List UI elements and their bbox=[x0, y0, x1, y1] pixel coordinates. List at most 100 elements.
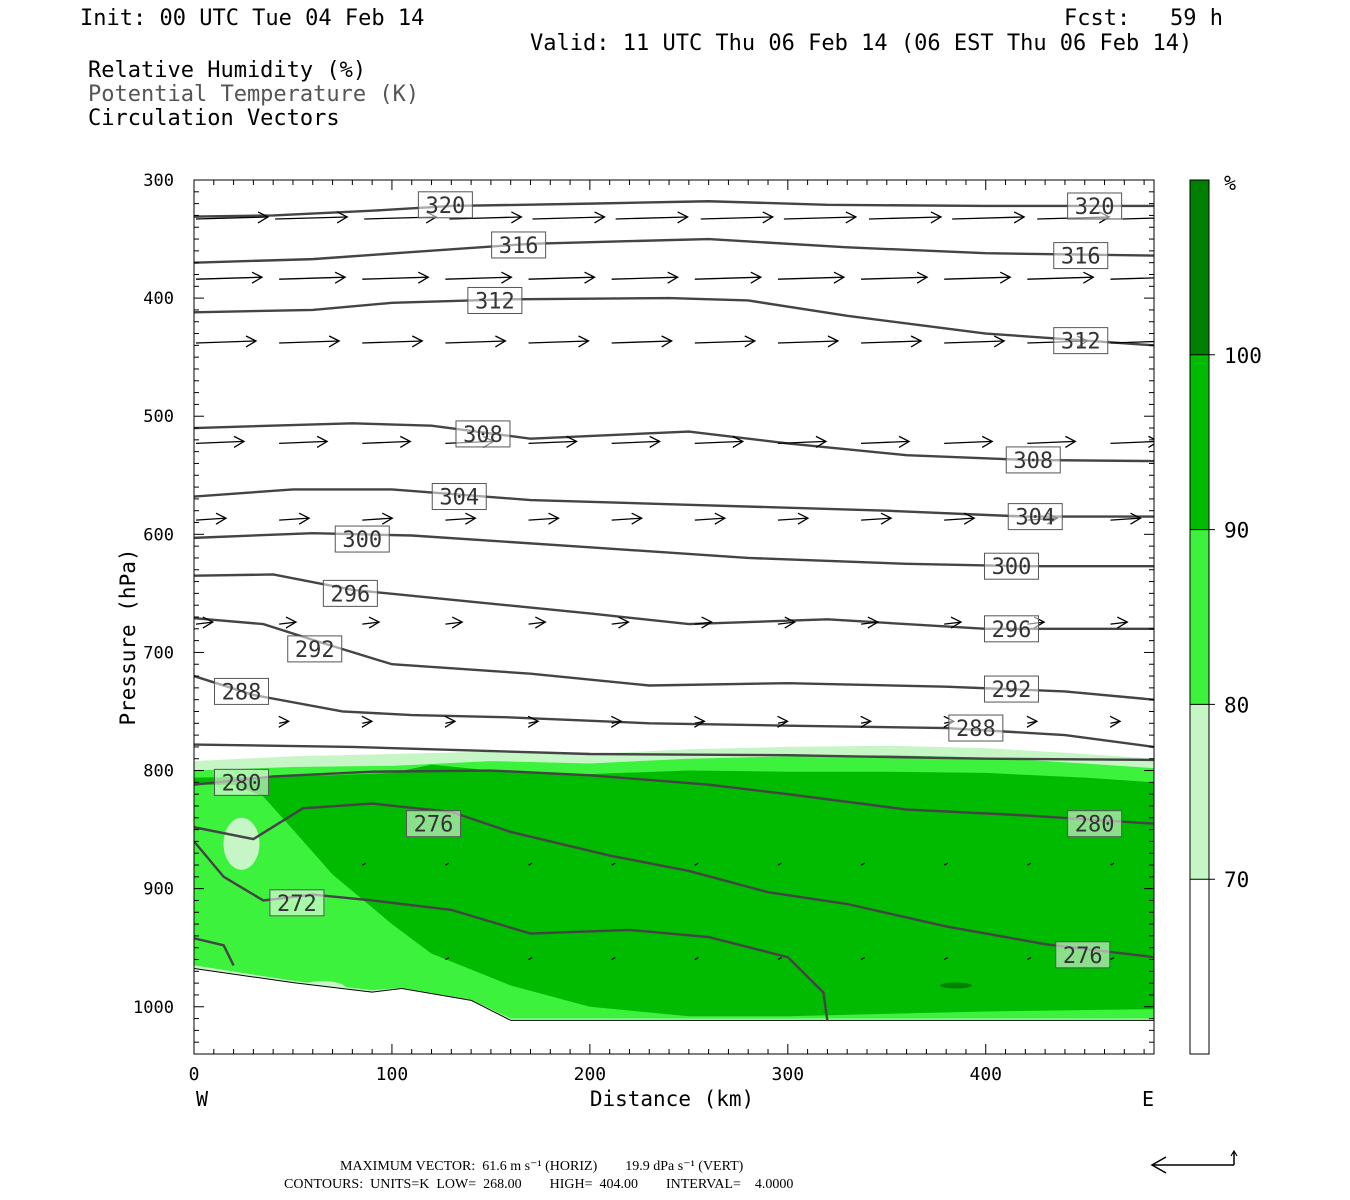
field-theta-title: Potential Temperature (K) bbox=[88, 82, 420, 107]
vector-head bbox=[910, 335, 923, 348]
vector-shaft bbox=[860, 862, 865, 866]
theta-label-box bbox=[1007, 503, 1063, 531]
theta-label: 320 bbox=[1067, 192, 1123, 220]
theta-label-box bbox=[417, 191, 473, 219]
vector-head bbox=[1148, 435, 1154, 448]
vector-head bbox=[535, 616, 547, 629]
colorbar-segment bbox=[1190, 879, 1209, 1054]
theta-isoline bbox=[194, 422, 1154, 463]
vector-head bbox=[845, 211, 858, 224]
vector-head bbox=[993, 335, 1006, 348]
colorbar-segment bbox=[1190, 180, 1209, 355]
circulation-vector bbox=[1027, 862, 1032, 866]
vector-head bbox=[381, 512, 394, 525]
theta-label-text: 316 bbox=[1061, 245, 1101, 270]
circulation-vector bbox=[528, 335, 590, 348]
circulation-vector bbox=[611, 271, 680, 284]
vector-shaft bbox=[611, 340, 672, 344]
vector-shaft bbox=[195, 276, 263, 280]
circulation-vector bbox=[1110, 277, 1154, 280]
circulation-vector bbox=[777, 271, 846, 284]
theta-label-text: 304 bbox=[439, 486, 479, 511]
vector-shaft bbox=[783, 216, 856, 220]
circulation-vector bbox=[783, 211, 858, 224]
circulation-vector bbox=[361, 862, 367, 866]
vector-shaft bbox=[362, 517, 393, 521]
theta-label-text: 316 bbox=[499, 234, 539, 259]
vector-shaft bbox=[777, 862, 782, 866]
circulation-vector bbox=[528, 435, 578, 448]
reference-vector-vhead bbox=[1230, 1149, 1238, 1157]
vector-shaft bbox=[445, 862, 450, 866]
circulation-vector bbox=[861, 335, 923, 348]
theta-label-box bbox=[1053, 327, 1109, 355]
vector-head bbox=[465, 512, 477, 525]
theta-isoline bbox=[194, 840, 829, 1022]
vector-head bbox=[1109, 715, 1122, 728]
theta-label-text: 280 bbox=[1075, 813, 1115, 838]
vector-head bbox=[417, 271, 430, 284]
vector-head bbox=[336, 211, 349, 224]
theta-label: 320 bbox=[417, 191, 473, 219]
vector-shaft bbox=[944, 276, 1011, 280]
vector-shaft bbox=[944, 340, 1005, 344]
vector-shaft bbox=[861, 340, 922, 344]
circulation-vector bbox=[362, 335, 424, 348]
vector-head bbox=[511, 211, 523, 224]
circulation-vector bbox=[1027, 956, 1032, 961]
vector-shaft bbox=[445, 340, 506, 344]
vector-shaft bbox=[861, 276, 928, 280]
theta-label-box bbox=[322, 579, 378, 607]
vector-shaft bbox=[445, 517, 476, 521]
init-time: Init: 00 UTC Tue 04 Feb 14 bbox=[80, 6, 425, 31]
circulation-vector bbox=[445, 862, 450, 866]
circulation-vector bbox=[1027, 271, 1095, 284]
vector-shaft bbox=[694, 340, 755, 344]
colorbar-segment bbox=[1190, 354, 1209, 530]
vector-head bbox=[867, 616, 880, 629]
vector-shaft bbox=[952, 216, 1025, 220]
circulation-vector bbox=[1110, 512, 1142, 525]
theta-label-box bbox=[1055, 941, 1111, 969]
circulation-vector bbox=[860, 862, 865, 866]
vector-shaft bbox=[362, 276, 429, 280]
vector-shaft bbox=[279, 621, 297, 625]
theta-label-text: 304 bbox=[1015, 506, 1055, 531]
circulation-vector bbox=[860, 956, 865, 961]
theta-label-text: 320 bbox=[1075, 195, 1115, 220]
vector-head bbox=[257, 211, 270, 224]
vector-head bbox=[368, 616, 381, 629]
vector-shaft bbox=[777, 621, 795, 625]
vector-shaft bbox=[611, 517, 642, 521]
vector-shaft bbox=[195, 517, 227, 521]
theta-label: 304 bbox=[1007, 503, 1063, 531]
vector-head bbox=[827, 335, 840, 348]
circulation-vector bbox=[362, 271, 430, 284]
circulation-vector bbox=[777, 616, 797, 629]
vector-head bbox=[328, 335, 341, 348]
vector-head bbox=[278, 715, 291, 728]
circulation-vector bbox=[611, 616, 630, 629]
circulation-vector bbox=[777, 435, 828, 448]
vector-head bbox=[750, 271, 763, 284]
x-tick-label: 100 bbox=[376, 1064, 409, 1085]
circulation-vector bbox=[1110, 616, 1129, 629]
vector-shaft bbox=[528, 956, 533, 961]
theta-label-text: 320 bbox=[426, 194, 466, 219]
x-end-label-west: W bbox=[196, 1087, 209, 1111]
vector-shaft bbox=[1027, 440, 1076, 445]
theta-label: 288 bbox=[948, 714, 1004, 742]
vector-shaft bbox=[777, 276, 844, 280]
circulation-vector bbox=[615, 211, 689, 224]
vector-shaft bbox=[700, 216, 773, 220]
colorbar-frame bbox=[1189, 179, 1210, 1055]
y-tick-label: 900 bbox=[143, 880, 174, 900]
vector-shaft bbox=[694, 621, 712, 625]
vector-head bbox=[1065, 435, 1077, 448]
vector-shaft bbox=[528, 517, 559, 521]
circulation-vector bbox=[777, 715, 789, 728]
theta-label-box bbox=[983, 552, 1039, 580]
vector-head bbox=[1083, 271, 1095, 284]
vector-head bbox=[701, 616, 713, 629]
circulation-vector bbox=[1109, 715, 1122, 728]
